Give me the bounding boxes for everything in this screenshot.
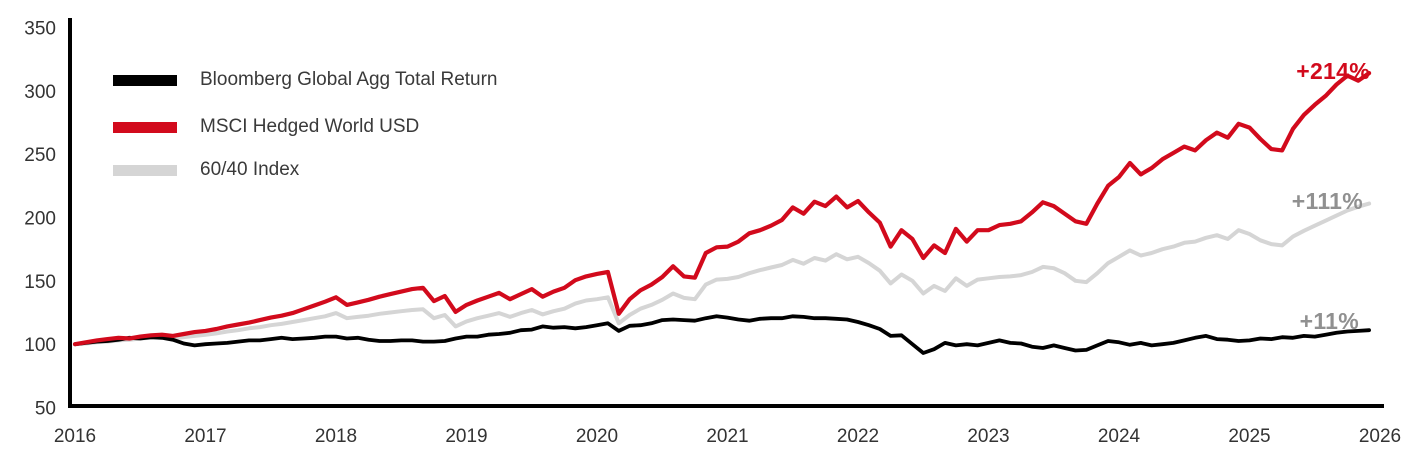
- x-tick-label-2017: 2017: [184, 426, 226, 447]
- x-tick-label-2024: 2024: [1098, 426, 1141, 447]
- legend-item-bloomberg-global-agg: Bloomberg Global Agg Total Return: [113, 69, 498, 91]
- x-tick-label-2021: 2021: [706, 426, 748, 447]
- series-end-label-msci: +214%: [1296, 58, 1370, 84]
- y-tick-label-300: 300: [24, 82, 56, 103]
- y-tick-label-100: 100: [24, 335, 56, 356]
- y-tick-label-250: 250: [24, 145, 56, 166]
- legend-item-msci-hedged-world: MSCI Hedged World USD: [113, 116, 419, 138]
- x-tick-label-2016: 2016: [54, 426, 96, 447]
- legend-swatch-gray-line: [113, 164, 177, 176]
- series-line-2: [73, 201, 1372, 347]
- x-tick-label-2023: 2023: [967, 426, 1009, 447]
- x-tick-label-2018: 2018: [315, 426, 357, 447]
- x-axis-tick-labels: 2016 2017 2018 2019 2020 2021 2022 2023 2024 2025…: [54, 426, 1401, 447]
- x-tick-label-2025: 2025: [1228, 426, 1270, 447]
- y-tick-label-200: 200: [24, 209, 56, 230]
- legend-swatch-black-line: [113, 74, 177, 86]
- series-end-label-60-40: +111%: [1291, 188, 1363, 214]
- legend-label: Bloomberg Global Agg Total Return: [200, 69, 498, 90]
- x-tick-label-2026: 2026: [1359, 426, 1401, 447]
- series-end-label-bloomberg: +11%: [1299, 308, 1359, 334]
- series-lines: [72, 70, 1372, 355]
- x-tick-label-2020: 2020: [576, 426, 618, 447]
- x-tick-label-2019: 2019: [445, 426, 487, 447]
- legend-label: MSCI Hedged World USD: [200, 116, 420, 137]
- y-tick-label-350: 350: [24, 19, 56, 40]
- axis-lines: [68, 18, 1384, 408]
- legend-item-60-40-index: 60/40 Index: [113, 159, 299, 181]
- series-line-0: [73, 314, 1371, 355]
- legend-swatch-red-line: [113, 121, 177, 133]
- legend-label: 60/40 Index: [200, 159, 300, 180]
- y-axis-tick-labels: 50 100 150 200 250 300 350: [24, 19, 56, 420]
- x-tick-label-2022: 2022: [837, 426, 879, 447]
- series-line-1: [72, 70, 1372, 347]
- y-tick-label-150: 150: [24, 272, 56, 293]
- y-tick-label-50: 50: [35, 399, 56, 420]
